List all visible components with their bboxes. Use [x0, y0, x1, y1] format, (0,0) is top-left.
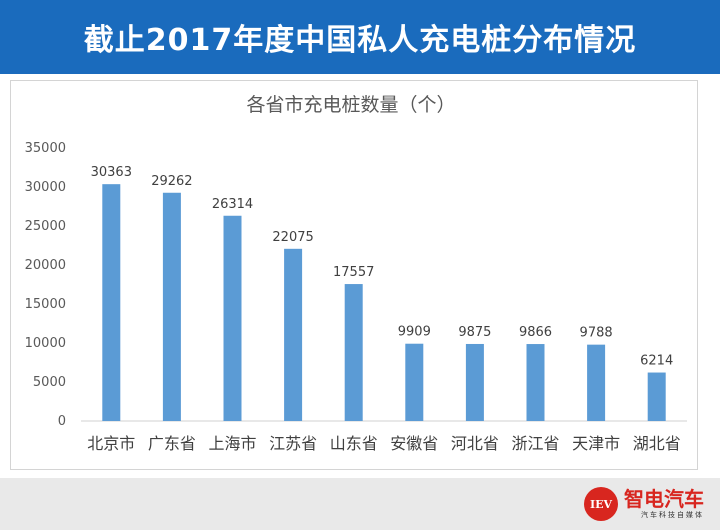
bar-chart: 各省市充电桩数量（个） 0 5000 10000 15000 20000 25000 300…: [25, 94, 687, 453]
x-tick-label: 北京市: [87, 434, 135, 453]
data-labels-group: 30363 29262 26314 22075 17557 9909 9875 9866 978…: [91, 165, 674, 368]
bar-value-label: 6214: [640, 354, 673, 369]
bar: [344, 284, 363, 421]
footer-bar: IEV 智电汽车 汽车科技自媒体: [0, 478, 720, 530]
bar-value-label: 30363: [91, 165, 132, 180]
y-tick-label: 5000: [33, 375, 66, 390]
y-tick-label: 25000: [25, 219, 66, 234]
bar-value-label: 9866: [519, 325, 552, 340]
brand-logo: IEV 智电汽车 汽车科技自媒体: [584, 484, 704, 524]
x-tick-label: 河北省: [451, 434, 499, 453]
chart-frame: 各省市充电桩数量（个） 0 5000 10000 15000 20000 25000 300…: [10, 80, 698, 470]
y-tick-label: 0: [58, 414, 66, 429]
x-tick-label: 广东省: [148, 434, 196, 453]
y-tick-label: 15000: [25, 297, 66, 312]
y-tick-label: 30000: [25, 180, 66, 195]
bar: [405, 343, 424, 421]
bar: [526, 344, 545, 421]
y-tick-label: 10000: [25, 336, 66, 351]
header-bar: 截止2017年度中国私人充电桩分布情况: [0, 0, 720, 74]
bar: [465, 343, 484, 421]
bar-value-label: 26314: [212, 197, 253, 212]
page-title: 截止2017年度中国私人充电桩分布情况: [83, 23, 637, 58]
bar-value-label: 9788: [580, 326, 613, 341]
bar-value-label: 22075: [272, 230, 313, 245]
bar: [102, 184, 121, 421]
bar-value-label: 9909: [398, 325, 431, 340]
x-tick-label: 安徽省: [390, 434, 438, 453]
bar-value-label: 9875: [458, 325, 491, 340]
logo-name: 智电汽车: [624, 487, 704, 511]
bar: [284, 248, 303, 421]
logo-badge-icon: IEV: [584, 487, 618, 521]
bar: [223, 215, 242, 421]
bar-value-label: 29262: [151, 174, 192, 189]
bar: [587, 344, 606, 421]
x-tick-label: 山东省: [330, 434, 378, 453]
logo-text: 智电汽车 汽车科技自媒体: [624, 488, 704, 520]
bar: [162, 192, 181, 421]
x-tick-label: 上海市: [208, 434, 256, 453]
bar-value-label: 17557: [333, 265, 374, 280]
x-tick-label: 湖北省: [633, 434, 681, 453]
y-tick-label: 20000: [25, 258, 66, 273]
y-axis: 0 5000 10000 15000 20000 25000 30000 35000: [25, 141, 66, 429]
bars-group: [102, 184, 666, 421]
chart-title: 各省市充电桩数量（个）: [246, 94, 455, 116]
y-tick-label: 35000: [25, 141, 66, 156]
x-tick-label: 浙江省: [511, 434, 559, 453]
x-tick-label: 江苏省: [269, 434, 317, 453]
logo-subtitle: 汽车科技自媒体: [641, 511, 704, 519]
bar: [647, 372, 666, 421]
x-axis: 北京市 广东省 上海市 江苏省 山东省 安徽省 河北省 浙江省 天津市 湖北省: [87, 434, 680, 453]
x-tick-label: 天津市: [572, 434, 620, 453]
